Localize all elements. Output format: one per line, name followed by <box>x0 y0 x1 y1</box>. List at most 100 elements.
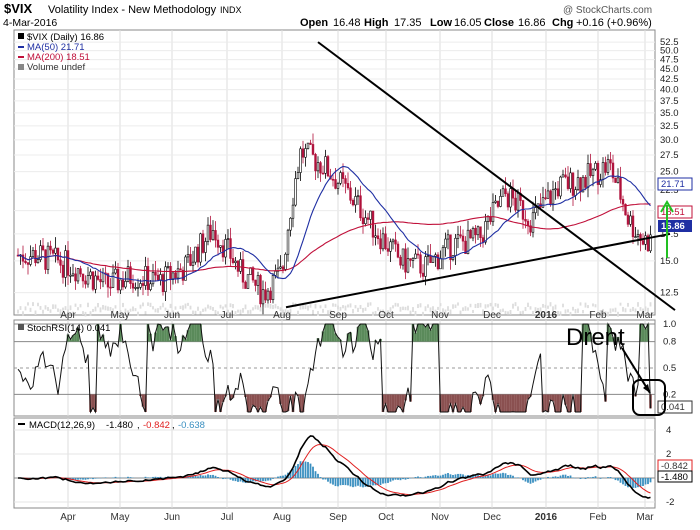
volume-bar <box>132 306 134 312</box>
macd-histogram-bar <box>464 475 467 478</box>
macd-panel-frame <box>13 417 656 509</box>
high-value: 17.35 <box>394 17 422 29</box>
candle-body <box>231 258 235 263</box>
ma200-line <box>17 203 651 273</box>
candle-body <box>64 250 67 278</box>
volume-bar <box>204 307 207 312</box>
macd-histogram-bar <box>562 474 564 478</box>
candle-body <box>79 268 82 275</box>
macd-legend-name: MACD(12,26,9) <box>29 420 95 431</box>
macd-histogram-bar <box>192 476 194 478</box>
candle-body <box>259 275 262 305</box>
macd-histogram-bar <box>359 478 362 487</box>
volume-bar <box>144 311 147 315</box>
volume-bar <box>529 306 532 310</box>
candle-body <box>49 245 52 251</box>
volume-bar <box>192 310 194 315</box>
candle-body <box>414 253 417 259</box>
volume-bar <box>584 302 587 308</box>
macd-y-tick: 2 <box>666 449 671 460</box>
volume-bar <box>332 303 334 307</box>
volume-bar <box>169 303 172 309</box>
volume-bar <box>234 311 237 315</box>
price-y-tick: 15.0 <box>660 256 679 267</box>
macd-histogram-bar <box>292 468 294 478</box>
volume-bar <box>157 308 159 313</box>
volume-bar <box>619 302 622 306</box>
volume-bar <box>282 309 284 313</box>
candle-body <box>331 178 335 181</box>
volume-bar <box>124 308 127 313</box>
macd-histogram-bar <box>229 478 232 480</box>
volume-bar <box>437 306 439 310</box>
volume-bar <box>404 306 407 311</box>
volume-bar <box>592 303 594 307</box>
macd-tag <box>657 470 693 483</box>
volume-bar <box>344 305 347 311</box>
candle-body <box>246 274 250 289</box>
volume-bar <box>504 310 507 315</box>
candle-body <box>131 283 135 289</box>
candle-body <box>216 239 220 248</box>
candle-body <box>339 172 342 184</box>
candle-body <box>611 162 615 179</box>
macd-histogram-bar <box>567 475 569 478</box>
candle-body <box>61 264 65 278</box>
exchange-code: INDX <box>220 5 242 15</box>
candle-body <box>409 258 412 261</box>
volume-bar <box>244 304 247 310</box>
open-value: 16.48 <box>333 17 361 29</box>
uptrend-line <box>285 232 671 309</box>
candle-body <box>26 262 30 265</box>
macd-histogram-bar <box>617 478 619 481</box>
macd-histogram-bar <box>249 478 252 482</box>
volume-bar <box>517 306 519 311</box>
candle-body <box>441 247 445 260</box>
volume-bar <box>109 306 112 311</box>
candle-body <box>144 266 147 286</box>
price-x-tick: May <box>111 310 130 321</box>
macd-histogram-bar <box>302 461 304 478</box>
volume-bar <box>627 302 629 307</box>
volume-bar <box>227 309 229 314</box>
volume-bar <box>449 309 452 315</box>
macd-histogram-bar <box>492 474 494 478</box>
macd-histogram-bar <box>214 475 217 478</box>
macd-x-tick: Dec <box>483 512 501 523</box>
watermark: @ StockCharts.com <box>563 5 652 16</box>
volume-bar <box>54 304 57 309</box>
macd-histogram-bar <box>152 476 154 478</box>
macd-histogram-bar <box>629 478 632 488</box>
candle-body <box>554 188 557 191</box>
candle-body <box>546 190 550 199</box>
candle-body <box>96 275 100 280</box>
macd-histogram-bar <box>499 473 502 478</box>
volume-bar <box>447 306 449 311</box>
volume-bar <box>399 306 402 312</box>
downtrend-line <box>317 41 676 311</box>
candle-body <box>226 238 230 240</box>
volume-bar <box>174 306 177 310</box>
volume-bar <box>532 310 534 315</box>
candle-body <box>39 245 42 260</box>
macd-y-tick: 4 <box>666 425 671 436</box>
macd-histogram-bar <box>639 478 642 487</box>
candle-body <box>66 250 70 276</box>
volume-bar <box>589 311 592 316</box>
volume-bar <box>629 308 632 313</box>
legend-volume: Volume undef <box>27 62 85 73</box>
volume-bar <box>347 304 349 308</box>
price-y-tick: 40.0 <box>660 85 679 96</box>
candle-body <box>516 192 520 211</box>
volume-bar <box>439 303 442 307</box>
volume-bar <box>379 309 382 314</box>
volume-bar <box>602 308 604 313</box>
annotation-arrowhead <box>643 384 650 393</box>
volume-bar <box>252 307 254 311</box>
macd-histogram-bar <box>382 478 384 484</box>
volume-bar <box>257 305 259 310</box>
macd-histogram-bar <box>284 474 287 478</box>
volume-bar <box>27 302 29 306</box>
macd-histogram-bar <box>357 478 359 486</box>
candle-body <box>94 275 97 290</box>
